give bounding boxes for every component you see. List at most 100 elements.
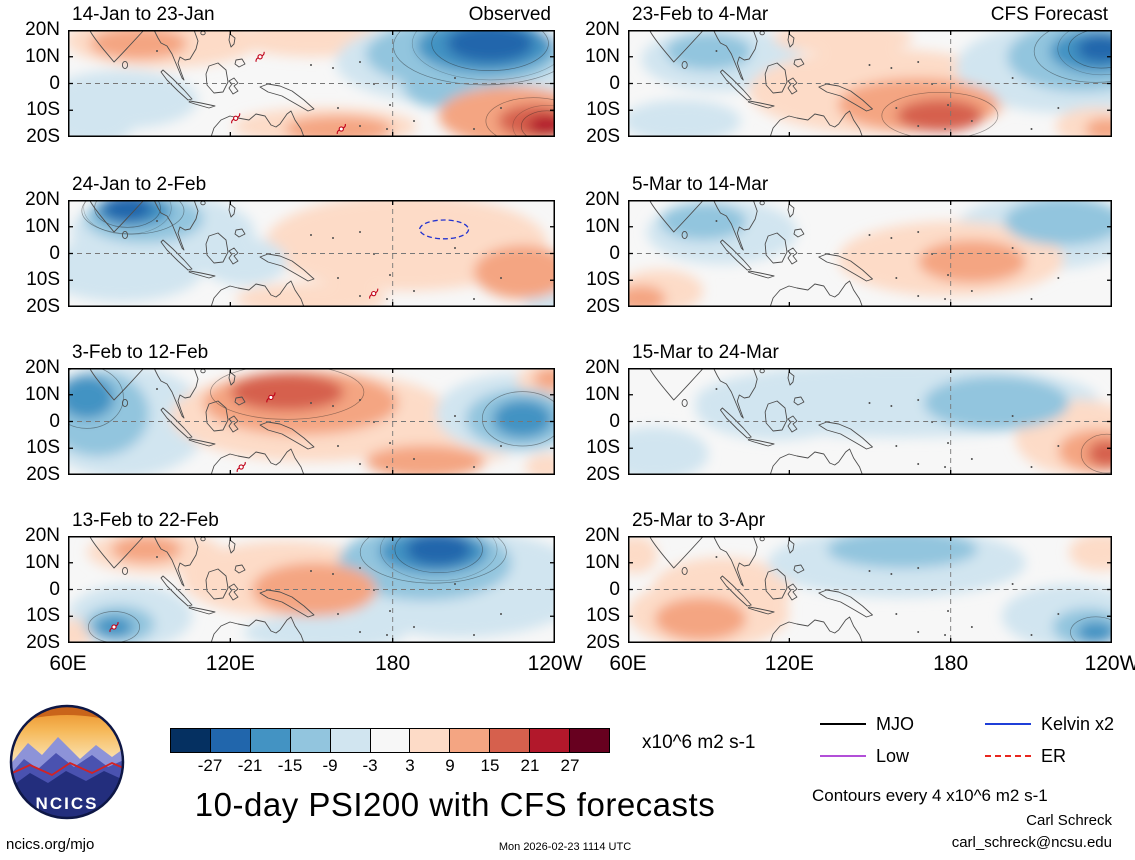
map-canvas xyxy=(628,200,1112,307)
colorbar-segment xyxy=(171,729,211,752)
mjo-contours xyxy=(393,30,555,137)
colorbar-tick-label: 9 xyxy=(445,756,455,775)
colorbar-tick-label: -9 xyxy=(322,756,338,775)
ncics-logo: NCICS xyxy=(9,704,125,820)
y-axis-tick-label: 0 xyxy=(609,578,620,600)
colorbar-tick-label: 3 xyxy=(405,756,415,775)
map-panel-0 xyxy=(68,30,555,137)
y-axis-tick-label: 10N xyxy=(585,215,620,237)
legend-line-kelvin-x2 xyxy=(985,723,1031,725)
legend-label-er: ER xyxy=(1041,746,1067,766)
colorbar-segment xyxy=(570,729,609,752)
x-axis-tick-label: 60E xyxy=(609,652,647,675)
y-axis-tick-label: 0 xyxy=(49,410,60,432)
colorbar-tick-label: -27 xyxy=(197,756,223,775)
anomaly-shading xyxy=(68,30,555,137)
y-axis-tick-label: 20N xyxy=(25,525,60,546)
x-axis-tick-label: 120W xyxy=(1084,652,1135,675)
x-axis-tick-label: 60E xyxy=(49,652,87,675)
y-axis-tick-label: 0 xyxy=(49,578,60,600)
credit-email: carl_schreck@ncsu.edu xyxy=(951,834,1112,851)
y-axis-tick-label: 10S xyxy=(26,437,60,459)
legend-label-kelvin-x2: Kelvin x2 xyxy=(1041,714,1115,734)
panel-corner-label: CFS Forecast xyxy=(990,4,1108,25)
y-axis-tick-label: 20N xyxy=(585,19,620,40)
tropical-cyclone-icon xyxy=(266,392,276,403)
logo-artwork: NCICS xyxy=(11,706,123,818)
colorbar-segment xyxy=(330,729,371,752)
coastlines xyxy=(89,30,502,137)
x-axis-tick-label: 120W xyxy=(527,652,583,675)
colorbar-tick-label: -21 xyxy=(237,756,263,775)
map-canvas xyxy=(628,30,1112,137)
y-axis-tick-label: 10N xyxy=(25,551,60,573)
credit-name: Carl Schreck xyxy=(1026,812,1112,829)
y-axis-tick-label: 20S xyxy=(586,126,620,147)
legend-label-mjo: MJO xyxy=(876,714,914,734)
colorbar-segment xyxy=(290,729,331,752)
map-canvas xyxy=(628,368,1112,475)
y-axis-tick-label: 0 xyxy=(609,242,620,264)
y-axis-tick-label: 10S xyxy=(586,269,620,291)
y-axis-tick-label: 20N xyxy=(25,19,60,40)
y-axis-tick-label: 20S xyxy=(586,296,620,317)
mjo-contours xyxy=(881,30,1112,137)
y-axis-tick-label: 0 xyxy=(609,410,620,432)
y-axis-tick-label: 10S xyxy=(26,605,60,627)
tropical-cyclone-icon xyxy=(236,461,246,473)
anomaly-shading xyxy=(628,200,1112,307)
mjo-contours xyxy=(1080,433,1112,474)
legend-line-mjo xyxy=(820,723,866,725)
y-axis-tick-label: 10S xyxy=(26,269,60,291)
y-axis-tick-label: 20S xyxy=(586,464,620,485)
legend-line-er xyxy=(985,755,1031,757)
coastlines xyxy=(649,368,1060,475)
y-axis-tick-label: 10S xyxy=(586,605,620,627)
colorbar-segment xyxy=(530,729,571,752)
y-axis-tick-label: 20N xyxy=(25,189,60,210)
y-axis-tick-label: 10N xyxy=(585,551,620,573)
y-axis-tick-label: 20S xyxy=(26,126,60,147)
panel-title: 3-Feb to 12-Feb xyxy=(72,342,209,363)
colorbar-segment xyxy=(250,729,291,752)
panel-corner-label: Observed xyxy=(468,4,551,25)
colorbar-tick-label: 21 xyxy=(520,756,540,775)
panel-title: 5-Mar to 14-Mar xyxy=(632,174,769,195)
legend-line-low xyxy=(820,755,866,757)
map-canvas xyxy=(628,536,1112,643)
y-axis-tick-label: 20S xyxy=(26,632,60,653)
y-axis-tick-label: 10N xyxy=(25,215,60,237)
x-axis-tick-label: 120E xyxy=(764,652,814,675)
colorbar-segment xyxy=(490,729,531,752)
x-axis-tick-label: 180 xyxy=(933,652,969,675)
coastlines xyxy=(649,200,1060,307)
x-axis-tick-label: 180 xyxy=(375,652,411,675)
y-axis-tick-label: 0 xyxy=(49,72,60,94)
logo-text: NCICS xyxy=(36,794,99,813)
main-title: 10-day PSI200 with CFS forecasts xyxy=(194,786,716,823)
y-axis-tick-label: 10N xyxy=(25,383,60,405)
mjo-contours xyxy=(1070,616,1112,643)
y-axis-tick-label: 10S xyxy=(586,437,620,459)
y-axis-tick-label: 10N xyxy=(25,45,60,67)
y-axis-tick-label: 0 xyxy=(609,72,620,94)
y-axis-tick-label: 20N xyxy=(585,357,620,378)
mjo-contours xyxy=(68,368,555,447)
panel-title: 24-Jan to 2-Feb xyxy=(72,174,207,195)
map-canvas xyxy=(68,368,555,475)
tropical-cyclone-icon xyxy=(255,51,265,62)
y-axis-tick-label: 20N xyxy=(585,525,620,546)
x-axis-tick-label: 120E xyxy=(205,652,255,675)
map-panel-6 xyxy=(628,368,1112,475)
y-axis-tick-label: 20S xyxy=(586,632,620,653)
map-canvas xyxy=(68,200,555,307)
map-panel-2 xyxy=(68,368,555,475)
y-axis-tick-label: 20S xyxy=(26,464,60,485)
y-axis-tick-label: 10N xyxy=(585,383,620,405)
colorbar-tick-label: -15 xyxy=(277,756,303,775)
map-panel-5 xyxy=(628,200,1112,307)
colorbar-tick-label: 15 xyxy=(480,756,500,775)
y-axis-tick-label: 10S xyxy=(586,99,620,121)
coastlines xyxy=(649,536,1060,643)
